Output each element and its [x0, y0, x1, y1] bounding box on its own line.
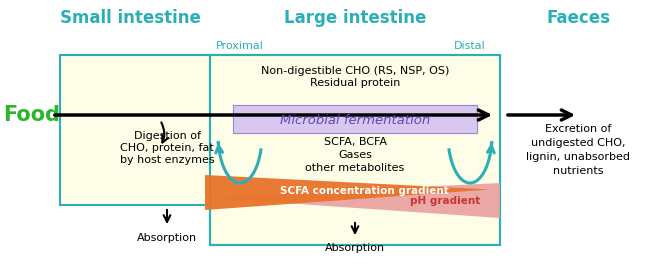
FancyBboxPatch shape — [233, 105, 477, 133]
Text: Faeces: Faeces — [546, 9, 610, 27]
Text: Microbial fermentation: Microbial fermentation — [280, 114, 430, 126]
Text: Food: Food — [3, 105, 60, 125]
Text: Proximal: Proximal — [216, 41, 264, 51]
Text: Large intestine: Large intestine — [284, 9, 426, 27]
Text: Absorption: Absorption — [325, 243, 385, 253]
Text: pH gradient: pH gradient — [410, 196, 480, 205]
Text: Digestion of
CHO, protein, fat
by host enzymes: Digestion of CHO, protein, fat by host e… — [120, 131, 214, 165]
Text: Non-digestible CHO (RS, NSP, OS)
Residual protein: Non-digestible CHO (RS, NSP, OS) Residua… — [261, 66, 449, 88]
FancyBboxPatch shape — [60, 55, 255, 205]
Text: Distal: Distal — [454, 41, 486, 51]
Polygon shape — [205, 183, 500, 218]
Text: Small intestine: Small intestine — [59, 9, 201, 27]
Text: Excretion of
undigested CHO,
lignin, unabsorbed
nutrients: Excretion of undigested CHO, lignin, una… — [526, 124, 630, 176]
Text: Absorption: Absorption — [137, 233, 197, 243]
Text: SCFA, BCFA
Gases
other metabolites: SCFA, BCFA Gases other metabolites — [305, 137, 405, 173]
Text: SCFA concentration gradient: SCFA concentration gradient — [280, 186, 449, 196]
Polygon shape — [205, 175, 490, 210]
FancyBboxPatch shape — [210, 55, 500, 245]
